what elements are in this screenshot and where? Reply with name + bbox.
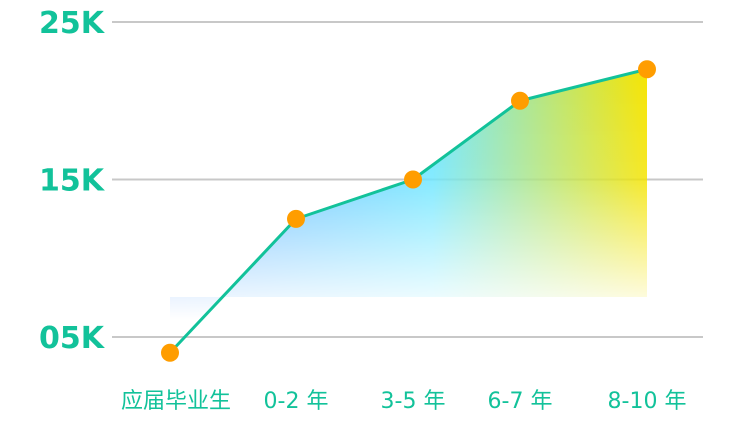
data-point bbox=[287, 209, 305, 228]
data-point bbox=[638, 60, 656, 79]
data-point bbox=[161, 343, 179, 362]
x-axis-ticks: 应届毕业生 0-2 年 3-5 年 6-7 年 8-10 年 bbox=[121, 389, 686, 414]
x-tick-label: 应届毕业生 bbox=[121, 389, 231, 414]
data-markers bbox=[161, 60, 656, 362]
x-tick-label: 0-2 年 bbox=[264, 389, 329, 414]
data-point bbox=[404, 170, 422, 189]
x-tick-label: 6-7 年 bbox=[488, 389, 553, 414]
y-tick-label: 25K bbox=[39, 6, 106, 41]
x-tick-label: 8-10 年 bbox=[608, 389, 687, 414]
y-tick-label: 15K bbox=[39, 164, 106, 199]
gradient-area bbox=[170, 69, 647, 353]
y-axis-ticks: 05K 15K 25K bbox=[39, 6, 106, 356]
area-fill bbox=[170, 69, 647, 353]
y-tick-label: 05K bbox=[39, 321, 106, 356]
data-point bbox=[511, 91, 529, 110]
x-tick-label: 3-5 年 bbox=[381, 389, 446, 414]
